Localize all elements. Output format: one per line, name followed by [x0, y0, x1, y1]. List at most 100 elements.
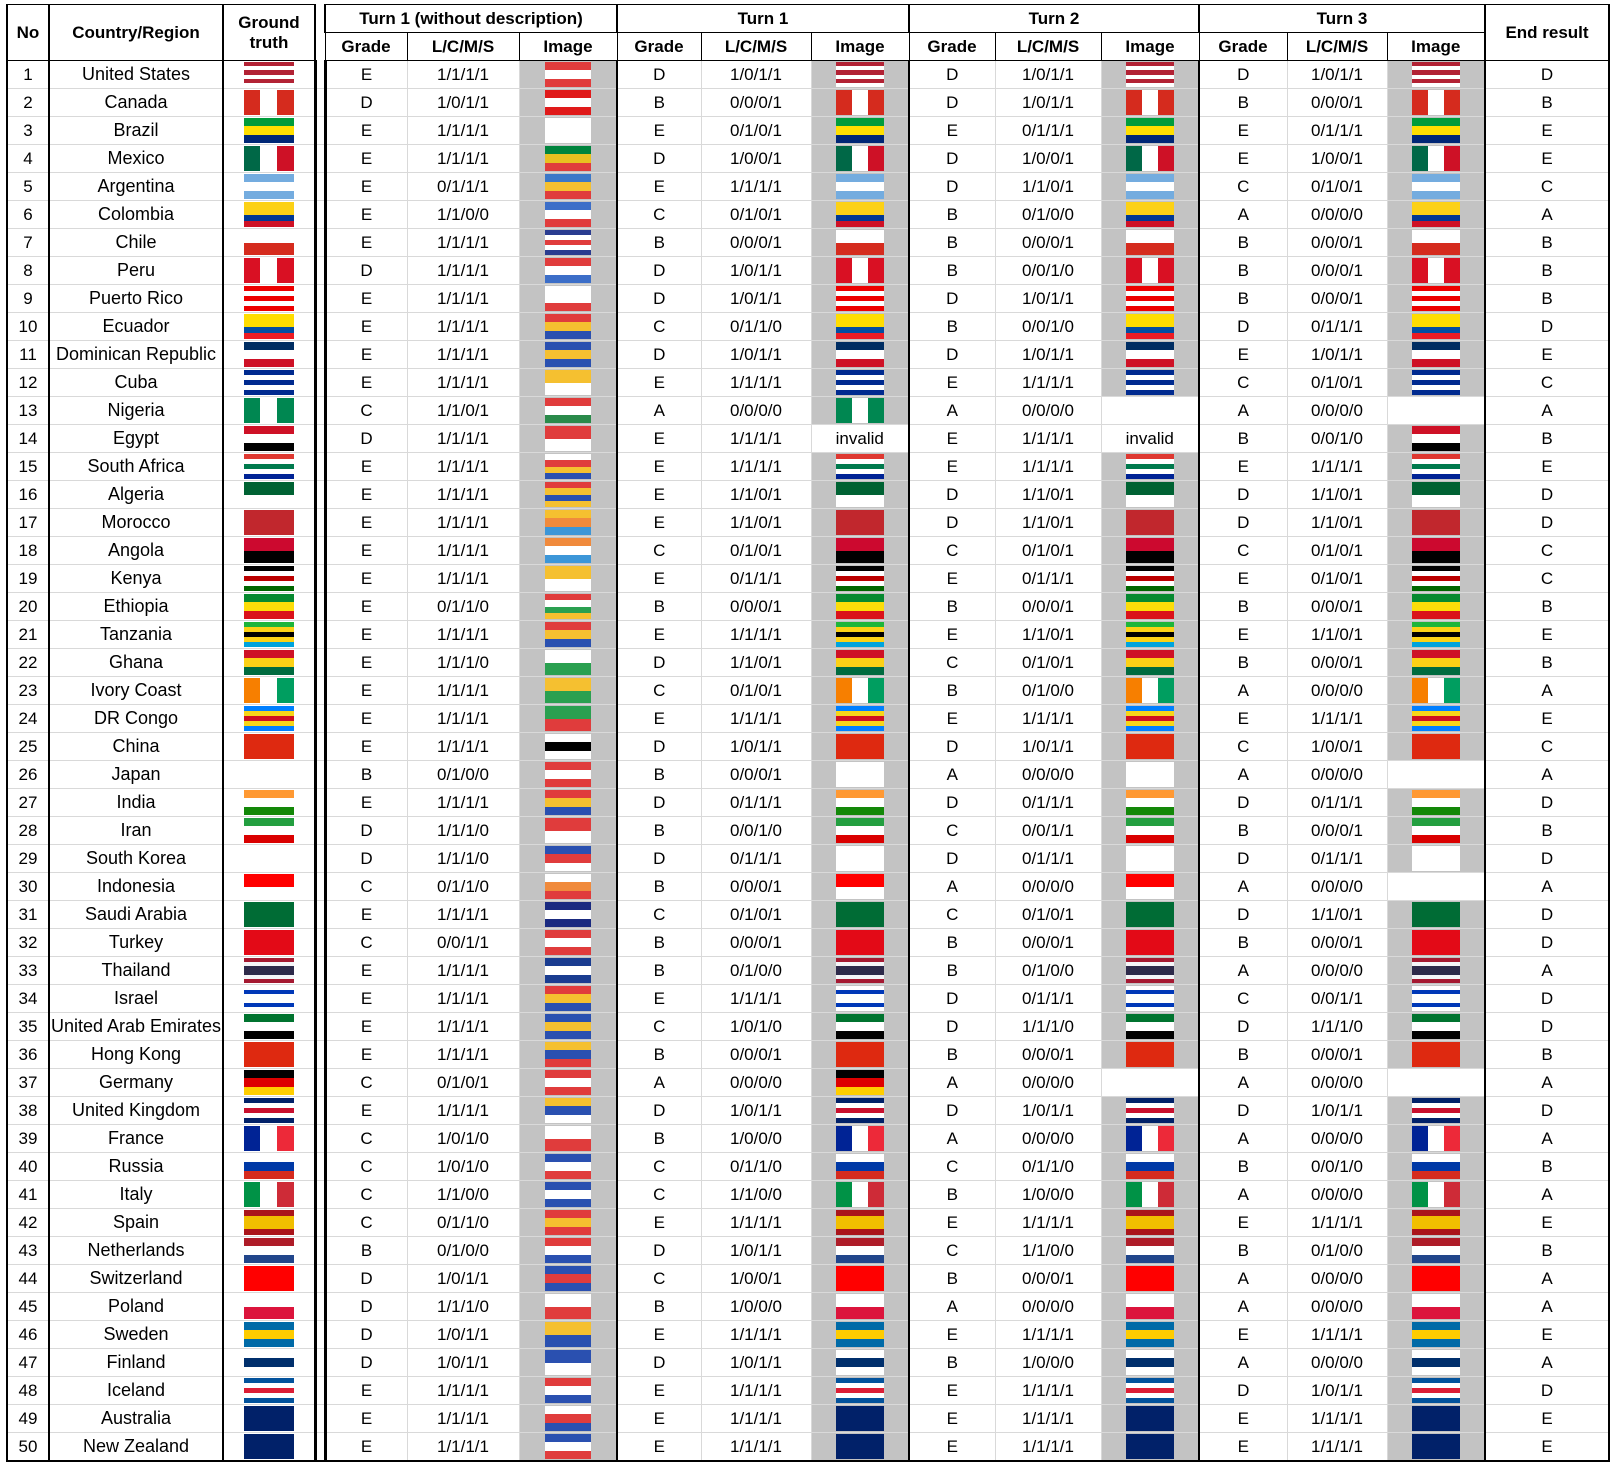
row-number: 47 — [6, 1348, 50, 1377]
lcms-cell: 0/1/0/1 — [407, 1068, 520, 1097]
grade-cell: E — [325, 956, 408, 985]
generated-image-cell — [811, 1404, 910, 1433]
generated-flag-image — [544, 1014, 591, 1039]
header-country: Country/Region — [48, 4, 224, 61]
generated-flag-image — [544, 1238, 591, 1263]
grade-cell: E — [909, 1404, 996, 1433]
generated-image-cell — [1101, 1124, 1200, 1153]
generated-flag-image — [1125, 118, 1174, 143]
row-number: 18 — [6, 536, 50, 565]
end-result-cell: C — [1485, 732, 1610, 761]
lcms-cell: 1/1/1/1 — [407, 424, 520, 453]
generated-image-cell — [1387, 1012, 1486, 1041]
grade-cell: B — [909, 1040, 996, 1069]
grade-cell: E — [325, 536, 408, 565]
generated-image-cell — [1387, 564, 1486, 593]
grade-cell: B — [617, 928, 702, 957]
generated-flag-image — [1125, 1266, 1174, 1291]
generated-flag-image — [1411, 1266, 1460, 1291]
flag-image — [243, 1210, 294, 1235]
row-number: 10 — [6, 312, 50, 341]
generated-flag-image — [544, 706, 591, 731]
header-image: Image — [1100, 32, 1200, 61]
generated-flag-image — [835, 1434, 884, 1459]
row-number: 25 — [6, 732, 50, 761]
ground-truth-flag — [223, 760, 316, 789]
generated-image-cell — [1101, 704, 1200, 733]
generated-flag-image — [544, 426, 591, 451]
ground-truth-flag — [223, 312, 316, 341]
country-name: Spain — [49, 1208, 224, 1237]
generated-image-cell — [1387, 844, 1486, 873]
generated-flag-image — [1411, 1182, 1460, 1207]
row-number: 15 — [6, 452, 50, 481]
generated-flag-image — [835, 90, 884, 115]
generated-image-cell — [1387, 228, 1486, 257]
generated-flag-image — [835, 202, 884, 227]
generated-image-cell — [1101, 284, 1200, 313]
lcms-cell: 0/0/1/0 — [995, 312, 1102, 341]
ground-truth-flag — [223, 1152, 316, 1181]
generated-flag-image — [1125, 1322, 1174, 1347]
grade-cell: A — [909, 1068, 996, 1097]
generated-image-cell — [811, 228, 910, 257]
generated-image-cell — [1387, 340, 1486, 369]
generated-image-cell — [1101, 144, 1200, 173]
generated-image-cell — [1387, 648, 1486, 677]
generated-flag-image — [544, 566, 591, 591]
generated-image-cell — [1101, 1348, 1200, 1377]
column-gap — [313, 1376, 327, 1405]
column-gap — [313, 536, 327, 565]
grade-cell: B — [1199, 648, 1288, 677]
generated-image-cell — [1387, 1376, 1486, 1405]
generated-image-cell — [519, 200, 618, 229]
grade-cell: A — [1199, 872, 1288, 901]
ground-truth-flag — [223, 60, 316, 89]
generated-flag-image — [544, 874, 591, 899]
grade-cell: E — [325, 1040, 408, 1069]
lcms-cell: 1/1/1/1 — [701, 368, 812, 397]
lcms-cell: 0/0/0/0 — [701, 396, 812, 425]
country-name: Algeria — [49, 480, 224, 509]
generated-image-cell — [1387, 144, 1486, 173]
lcms-cell: 0/0/0/0 — [995, 1124, 1102, 1153]
lcms-cell: 0/0/1/0 — [1287, 424, 1388, 453]
generated-image-cell — [1387, 480, 1486, 509]
generated-flag-image — [1411, 566, 1460, 591]
generated-flag-image — [544, 1210, 591, 1235]
lcms-cell: 1/1/1/1 — [995, 1376, 1102, 1405]
grade-cell: E — [325, 1096, 408, 1125]
lcms-cell: 0/1/0/0 — [995, 200, 1102, 229]
generated-image-cell — [811, 564, 910, 593]
table-row: 30 Indonesia C 0/1/1/0 B 0/0/0/1 A 0/0/0/0 A 0/0/… — [6, 872, 1610, 901]
generated-image-cell — [519, 424, 618, 453]
grade-cell: B — [617, 760, 702, 789]
column-gap — [313, 1124, 327, 1153]
country-name: Iceland — [49, 1376, 224, 1405]
flag-image — [243, 146, 294, 171]
grade-cell: D — [1199, 60, 1288, 89]
end-result-cell: C — [1485, 172, 1610, 201]
generated-image-cell — [811, 340, 910, 369]
grade-cell: B — [909, 200, 996, 229]
lcms-cell: 1/1/1/1 — [407, 1404, 520, 1433]
lcms-cell: 1/1/1/1 — [701, 452, 812, 481]
lcms-cell: 0/1/1/1 — [995, 788, 1102, 817]
end-result-cell: E — [1485, 1208, 1610, 1237]
grade-cell: C — [909, 536, 996, 565]
lcms-cell: 1/0/1/1 — [701, 256, 812, 285]
lcms-cell: 1/1/1/1 — [701, 704, 812, 733]
generated-image-cell — [1101, 1376, 1200, 1405]
header-ground-truth: Ground truth — [222, 4, 316, 61]
end-result-cell: A — [1485, 1348, 1610, 1377]
generated-flag-image — [544, 482, 591, 507]
generated-flag-image — [835, 370, 884, 395]
table-row: 49 Australia E 1/1/1/1 E 1/1/1/1 E 1/1/1/1 E 1/1/… — [6, 1404, 1610, 1433]
generated-image-cell — [519, 60, 618, 89]
grade-cell: A — [1199, 1264, 1288, 1293]
grade-cell: E — [325, 900, 408, 929]
lcms-cell: 1/1/1/1 — [407, 1376, 520, 1405]
grade-cell: D — [617, 256, 702, 285]
generated-image-cell — [811, 480, 910, 509]
grade-cell: D — [617, 732, 702, 761]
